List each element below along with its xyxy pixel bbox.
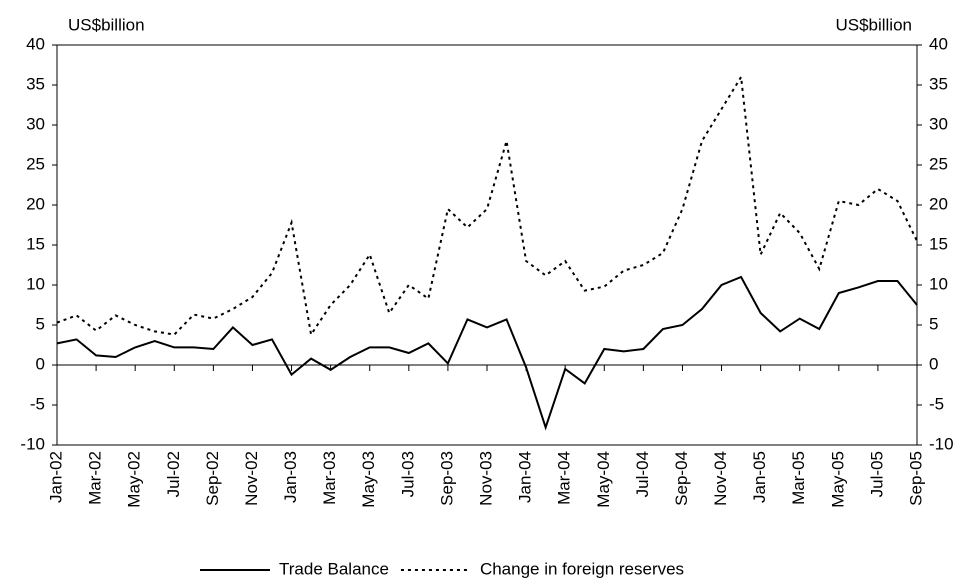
y-tick-label: -5 <box>30 394 45 413</box>
y-tick-label: 20 <box>26 194 45 213</box>
x-tick-label: Jan-03 <box>281 451 300 503</box>
y2-tick-label: 15 <box>929 234 948 253</box>
y-tick-label: 15 <box>26 234 45 253</box>
x-tick-label: Jul-05 <box>867 451 886 497</box>
x-tick-label: Jan-02 <box>46 451 65 503</box>
x-tick-label: Jul-02 <box>164 451 183 497</box>
y-axis-label: US$billion <box>68 15 145 34</box>
y2-tick-label: 20 <box>929 194 948 213</box>
plot-frame <box>56 44 918 446</box>
x-tick-label: May-05 <box>828 451 847 508</box>
x-tick-label: Mar-05 <box>789 451 808 505</box>
x-tick-label: Nov-02 <box>242 451 261 506</box>
y-tick-label: -10 <box>20 434 45 453</box>
series-line <box>56 275 918 431</box>
y-tick-label: 30 <box>26 114 45 133</box>
y2-tick-label: 30 <box>929 114 948 133</box>
series-line <box>56 73 918 338</box>
y2-tick-label: 40 <box>929 34 948 53</box>
y2-tick-label: -5 <box>929 394 944 413</box>
x-tick-label: Jan-04 <box>516 451 535 503</box>
x-tick-label: Sep-05 <box>906 451 925 506</box>
y2-tick-label: 35 <box>929 74 948 93</box>
x-tick-label: Jan-05 <box>750 451 769 503</box>
x-tick-label: Mar-03 <box>320 451 339 505</box>
x-tick-label: Mar-04 <box>555 451 574 505</box>
y-tick-label: 10 <box>26 274 45 293</box>
y2-tick-label: 25 <box>929 154 948 173</box>
y2-tick-label: 5 <box>929 314 938 333</box>
x-tick-label: May-04 <box>594 451 613 508</box>
x-tick-label: Sep-02 <box>203 451 222 506</box>
y-tick-label: 25 <box>26 154 45 173</box>
y2-axis-label: US$billion <box>835 15 912 34</box>
x-tick-label: May-02 <box>125 451 144 508</box>
x-tick-label: Nov-03 <box>476 451 495 506</box>
x-tick-label: Nov-04 <box>711 451 730 506</box>
y-tick-label: 0 <box>36 354 45 373</box>
y2-tick-label: -10 <box>929 434 954 453</box>
legend-label: Trade Balance <box>279 559 389 578</box>
y-tick-label: 5 <box>36 314 45 333</box>
x-tick-label: Jul-04 <box>633 451 652 497</box>
y2-tick-label: 0 <box>929 354 938 373</box>
x-tick-label: May-03 <box>359 451 378 508</box>
x-tick-label: Mar-02 <box>86 451 105 505</box>
y-tick-label: 35 <box>26 74 45 93</box>
x-tick-label: Sep-03 <box>437 451 456 506</box>
y2-tick-label: 10 <box>929 274 948 293</box>
x-tick-label: Jul-03 <box>398 451 417 497</box>
x-tick-label: Sep-04 <box>672 451 691 506</box>
legend-label: Change in foreign reserves <box>480 559 684 578</box>
y-tick-label: 40 <box>26 34 45 53</box>
